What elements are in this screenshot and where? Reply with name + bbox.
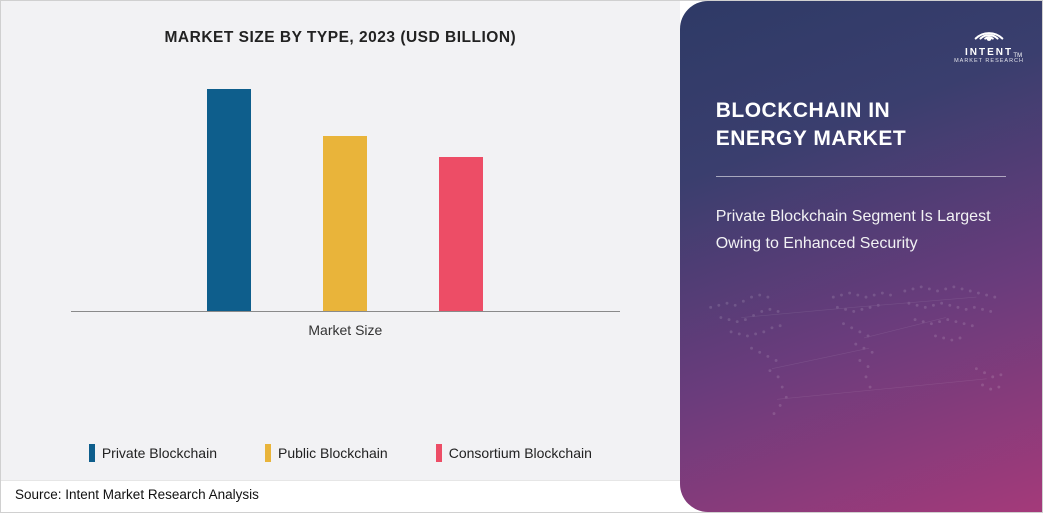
- chart-area: Market Size: [1, 57, 680, 410]
- side-subtitle: Private Blockchain Segment Is Largest Ow…: [716, 203, 1006, 257]
- side-title-line2: ENERGY MARKET: [716, 127, 906, 150]
- x-axis-label: Market Size: [71, 322, 620, 338]
- logo-subline: MARKET RESEARCH: [954, 58, 1024, 64]
- logo-text: INTENT: [965, 47, 1013, 58]
- world-map-decoration: [680, 246, 1042, 512]
- wifi-target-icon: [970, 15, 1008, 45]
- bar-public-blockchain: [323, 136, 367, 312]
- legend-swatch: [89, 444, 95, 462]
- source-prefix: Source:: [15, 487, 65, 502]
- bars-row: [71, 77, 620, 311]
- side-title: BLOCKCHAIN IN ENERGY MARKET: [716, 97, 1006, 154]
- side-panel: INTENT TM MARKET RESEARCH BLOCKCHAIN IN …: [680, 1, 1042, 512]
- legend-swatch: [436, 444, 442, 462]
- chart-title: MARKET SIZE BY TYPE, 2023 (USD BILLION): [1, 1, 680, 57]
- bar-plot: [71, 77, 620, 312]
- brand-logo: INTENT TM MARKET RESEARCH: [954, 15, 1024, 64]
- legend-label: Private Blockchain: [102, 445, 217, 461]
- legend-label: Public Blockchain: [278, 445, 388, 461]
- legend-item-private: Private Blockchain: [89, 444, 217, 462]
- infographic-container: MARKET SIZE BY TYPE, 2023 (USD BILLION) …: [0, 0, 1043, 513]
- legend-label: Consortium Blockchain: [449, 445, 592, 461]
- legend: Private Blockchain Public Blockchain Con…: [1, 410, 680, 480]
- chart-panel: MARKET SIZE BY TYPE, 2023 (USD BILLION) …: [1, 1, 680, 512]
- legend-item-public: Public Blockchain: [265, 444, 388, 462]
- legend-swatch: [265, 444, 271, 462]
- source-line: Source: Intent Market Research Analysis: [1, 480, 680, 512]
- divider: [716, 176, 1006, 177]
- source-text: Intent Market Research Analysis: [65, 487, 259, 502]
- side-title-line1: BLOCKCHAIN IN: [716, 99, 891, 122]
- bar-consortium-blockchain: [439, 157, 483, 311]
- legend-item-consortium: Consortium Blockchain: [436, 444, 592, 462]
- bar-private-blockchain: [207, 89, 251, 311]
